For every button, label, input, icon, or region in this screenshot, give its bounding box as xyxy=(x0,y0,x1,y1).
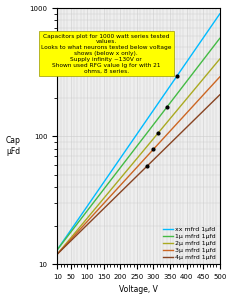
X-axis label: Voltage, V: Voltage, V xyxy=(119,285,157,294)
2µ mfrd 1µfd xyxy=(217,57,220,61)
1µ mfrd 1µfd xyxy=(154,120,157,123)
1µ mfrd 1µfd xyxy=(195,66,198,70)
xx mfrd 1µfd xyxy=(66,233,68,237)
4µ mfrd 1µfd xyxy=(56,252,58,256)
3µ mfrd 1µfd xyxy=(56,252,58,256)
1µ mfrd 1µfd xyxy=(217,37,220,40)
4µ mfrd 1µfd xyxy=(154,156,157,159)
Line: 2µ mfrd 1µfd: 2µ mfrd 1µfd xyxy=(57,59,219,254)
xx mfrd 1µfd xyxy=(56,248,58,251)
1µ mfrd 1µfd xyxy=(150,125,152,129)
4µ mfrd 1µfd xyxy=(150,160,152,164)
2µ mfrd 1µfd xyxy=(195,84,198,88)
xx mfrd 1µfd xyxy=(150,111,152,115)
3µ mfrd 1µfd xyxy=(150,149,152,153)
2µ mfrd 1µfd xyxy=(159,128,161,132)
Text: Capacitors plot for 1000 watt series tested
values.
Looks to what neurons tested: Capacitors plot for 1000 watt series tes… xyxy=(41,34,171,74)
2µ mfrd 1µfd xyxy=(56,252,58,256)
Line: 1µ mfrd 1µfd: 1µ mfrd 1µfd xyxy=(57,38,219,250)
Y-axis label: Cap
µFd: Cap µFd xyxy=(6,136,20,155)
Legend: xx mfrd 1µfd, 1µ mfrd 1µfd, 2µ mfrd 1µfd, 3µ mfrd 1µfd, 4µ mfrd 1µfd: xx mfrd 1µfd, 1µ mfrd 1µfd, 2µ mfrd 1µfd… xyxy=(161,225,216,261)
3µ mfrd 1µfd xyxy=(195,100,198,103)
4µ mfrd 1µfd xyxy=(195,115,198,119)
3µ mfrd 1µfd xyxy=(159,140,161,143)
xx mfrd 1µfd xyxy=(195,45,198,49)
3µ mfrd 1µfd xyxy=(154,145,157,148)
Line: 4µ mfrd 1µfd: 4µ mfrd 1µfd xyxy=(57,95,219,254)
xx mfrd 1µfd xyxy=(154,105,157,108)
xx mfrd 1µfd xyxy=(178,69,181,73)
1µ mfrd 1µfd xyxy=(56,248,58,251)
2µ mfrd 1µfd xyxy=(66,240,68,244)
3µ mfrd 1µfd xyxy=(217,75,220,79)
4µ mfrd 1µfd xyxy=(217,93,220,97)
Line: xx mfrd 1µfd: xx mfrd 1µfd xyxy=(57,14,219,250)
xx mfrd 1µfd xyxy=(217,12,220,16)
2µ mfrd 1µfd xyxy=(154,134,157,137)
1µ mfrd 1µfd xyxy=(178,88,181,91)
3µ mfrd 1µfd xyxy=(178,118,181,122)
4µ mfrd 1µfd xyxy=(178,131,181,135)
4µ mfrd 1µfd xyxy=(159,151,161,154)
1µ mfrd 1µfd xyxy=(159,113,161,117)
4µ mfrd 1µfd xyxy=(66,242,68,246)
3µ mfrd 1µfd xyxy=(66,242,68,245)
2µ mfrd 1µfd xyxy=(178,104,181,108)
1µ mfrd 1µfd xyxy=(66,235,68,238)
xx mfrd 1µfd xyxy=(159,98,161,101)
2µ mfrd 1µfd xyxy=(150,139,152,142)
Line: 3µ mfrd 1µfd: 3µ mfrd 1µfd xyxy=(57,77,219,254)
